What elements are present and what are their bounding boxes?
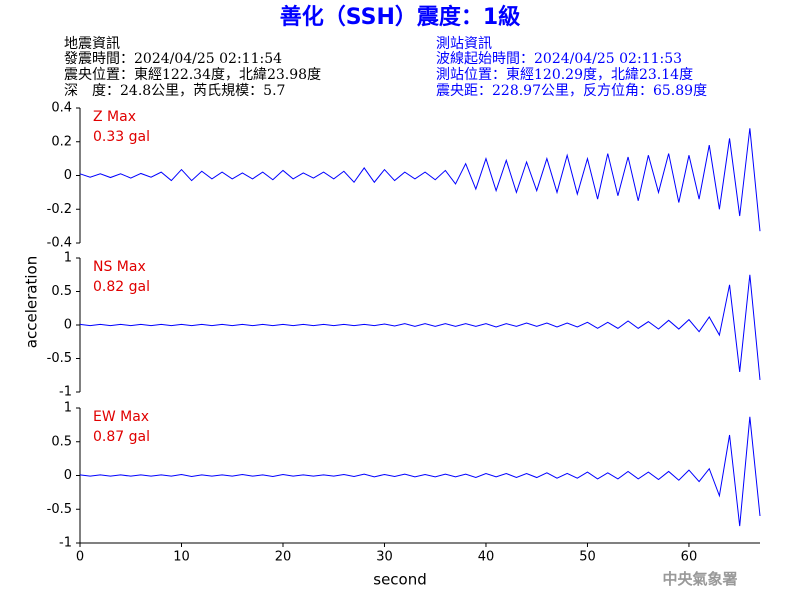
info-line: 測站位置：東經120.29度，北緯23.14度 [436, 67, 693, 83]
info-line: 震央位置：東經122.34度，北緯23.98度 [64, 67, 321, 83]
x-tick-label: 40 [478, 550, 495, 565]
waveform [79, 128, 761, 232]
info-line: 發震時間：2024/04/25 02:11:54 [64, 51, 282, 67]
panel-title: Z Max [93, 109, 136, 125]
y-tick-label: 0.2 [51, 134, 72, 149]
y-tick-label: 0.5 [51, 434, 72, 449]
y-tick-label: -0.5 [47, 351, 72, 366]
y-tick-label: 1 [64, 251, 72, 266]
info-line: 波線起始時間：2024/04/25 02:11:53 [436, 51, 682, 67]
x-tick-label: 50 [579, 550, 596, 565]
y-tick-label: -0.2 [47, 202, 72, 217]
x-axis-label: second [373, 571, 427, 589]
page-title: 善化（SSH）震度：1級 [280, 4, 520, 30]
footer: 中央氣象署 [662, 570, 737, 588]
panel-max: 0.82 gal [93, 279, 150, 295]
y-tick-label: 0 [64, 318, 72, 333]
station-info: 測站資訊 波線起始時間：2024/04/25 02:11:53 測站位置：東經1… [436, 36, 707, 99]
info-line: 震央距：228.97公里，反方位角：65.89度 [436, 83, 707, 99]
x-tick-label: 60 [681, 550, 698, 565]
x-tick-label: 30 [376, 550, 393, 565]
waveform [79, 416, 761, 527]
y-tick-label: -0.5 [47, 502, 72, 517]
info-line: 地震資訊 [64, 36, 120, 52]
y-tick-label: -1 [59, 536, 72, 551]
y-tick-label: 0 [64, 168, 72, 183]
x-tick-label: 10 [173, 550, 190, 565]
y-tick-label: -1 [59, 385, 72, 400]
info-line: 測站資訊 [436, 36, 492, 52]
panel-max: 0.87 gal [93, 429, 150, 445]
y-tick-label: 1 [64, 401, 72, 416]
quake-info: 地震資訊 發震時間：2024/04/25 02:11:54 震央位置：東經122… [64, 36, 321, 99]
y-tick-label: 0 [64, 468, 72, 483]
x-tick-label: 0 [76, 550, 84, 565]
info-line: 深 度：24.8公里，芮氏規模：5.7 [64, 82, 285, 99]
y-tick-label: 0.5 [51, 284, 72, 299]
x-tick-label: 20 [275, 550, 292, 565]
waveform [79, 274, 761, 380]
y-tick-label: 0.4 [51, 101, 72, 116]
panel-title: EW Max [93, 409, 149, 425]
panel-max: 0.33 gal [93, 129, 150, 145]
panel-title: NS Max [93, 259, 146, 275]
y-tick-label: -0.4 [47, 236, 72, 251]
y-axis-label: acceleration [23, 256, 41, 348]
